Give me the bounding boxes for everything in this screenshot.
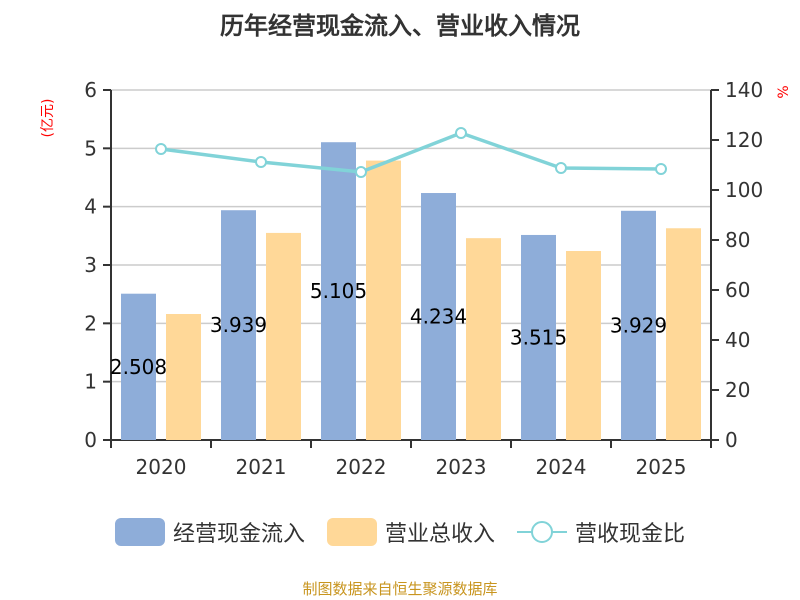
bar-total-revenue [266, 232, 301, 440]
x-axis-tick-label: 2025 [636, 455, 687, 479]
bar-total-revenue [166, 314, 201, 440]
legend-label: 经营现金流入 [172, 522, 305, 547]
left-axis-tick-label: 0 [84, 428, 97, 452]
line-point-marker [555, 162, 567, 174]
data-source-note: 制图数据来自恒生聚源数据库 [302, 580, 498, 598]
x-axis-tick-label: 2024 [536, 455, 587, 479]
right-axis-tick-label: 140 [725, 78, 763, 102]
line-point-marker [255, 156, 267, 168]
left-axis-tick-label: 2 [84, 311, 97, 335]
right-axis-tick-label: 60 [725, 278, 750, 302]
legend-item-operating-cash-inflow[interactable]: 经营现金流入 [114, 516, 305, 548]
x-axis-tick-label: 2023 [436, 455, 487, 479]
legend-line-marker-icon [517, 521, 567, 543]
legend: 经营现金流入 营业总收入 营收现金比 [0, 516, 800, 548]
left-axis-tick-label: 1 [84, 370, 97, 394]
right-axis-tick-label: 100 [725, 178, 763, 202]
line-point-marker [655, 163, 667, 175]
chart-title: 历年经营现金流入、营业收入情况 [220, 12, 580, 40]
right-axis-tick-label: 20 [725, 378, 750, 402]
right-axis-unit-label: % [776, 85, 792, 98]
left-axis-tick-label: 4 [84, 195, 97, 219]
bar-value-label: 3.939 [210, 313, 267, 337]
bar-operating-cash-inflow [521, 234, 556, 440]
x-axis-tick-label: 2020 [136, 455, 187, 479]
x-axis-tick-label: 2021 [236, 455, 287, 479]
line-revenue-cash-ratio [160, 131, 662, 174]
line-point-marker [455, 127, 467, 139]
x-axis-tick-label: 2022 [336, 455, 387, 479]
right-axis-tick-label: 0 [725, 428, 738, 452]
bar-operating-cash-inflow [421, 193, 456, 440]
bar-value-label: 2.508 [110, 355, 167, 379]
bar-value-label: 5.105 [310, 279, 367, 303]
bar-value-label: 3.929 [610, 313, 667, 337]
bar-value-label: 4.234 [410, 305, 467, 329]
bar-total-revenue [666, 228, 701, 440]
right-axis-tick-label: 80 [725, 228, 750, 252]
bar-operating-cash-inflow [121, 293, 156, 440]
legend-swatch-orange-icon [326, 518, 377, 546]
legend-label: 营收现金比 [575, 522, 686, 547]
left-axis-tick-label: 6 [84, 78, 97, 102]
bar-total-revenue [566, 251, 601, 440]
bar-total-revenue [366, 160, 401, 441]
line-point-marker [355, 166, 367, 178]
right-axis-tick-label: 120 [725, 128, 763, 152]
bar-operating-cash-inflow [321, 142, 356, 441]
legend-label: 营业总收入 [384, 522, 495, 547]
legend-item-revenue-cash-ratio[interactable]: 营收现金比 [517, 516, 685, 548]
line-point-marker [155, 143, 167, 155]
bar-operating-cash-inflow [221, 210, 256, 440]
right-axis-tick-label: 40 [725, 328, 750, 352]
left-axis-tick-label: 3 [84, 253, 97, 277]
bar-operating-cash-inflow [621, 210, 656, 440]
bar-total-revenue [466, 238, 501, 440]
bar-value-label: 3.515 [510, 325, 567, 349]
left-axis-tick-label: 5 [84, 136, 97, 160]
left-axis-unit-label: (亿元) [40, 99, 56, 138]
legend-item-total-revenue[interactable]: 营业总收入 [326, 516, 495, 548]
legend-swatch-blue-icon [114, 518, 165, 546]
